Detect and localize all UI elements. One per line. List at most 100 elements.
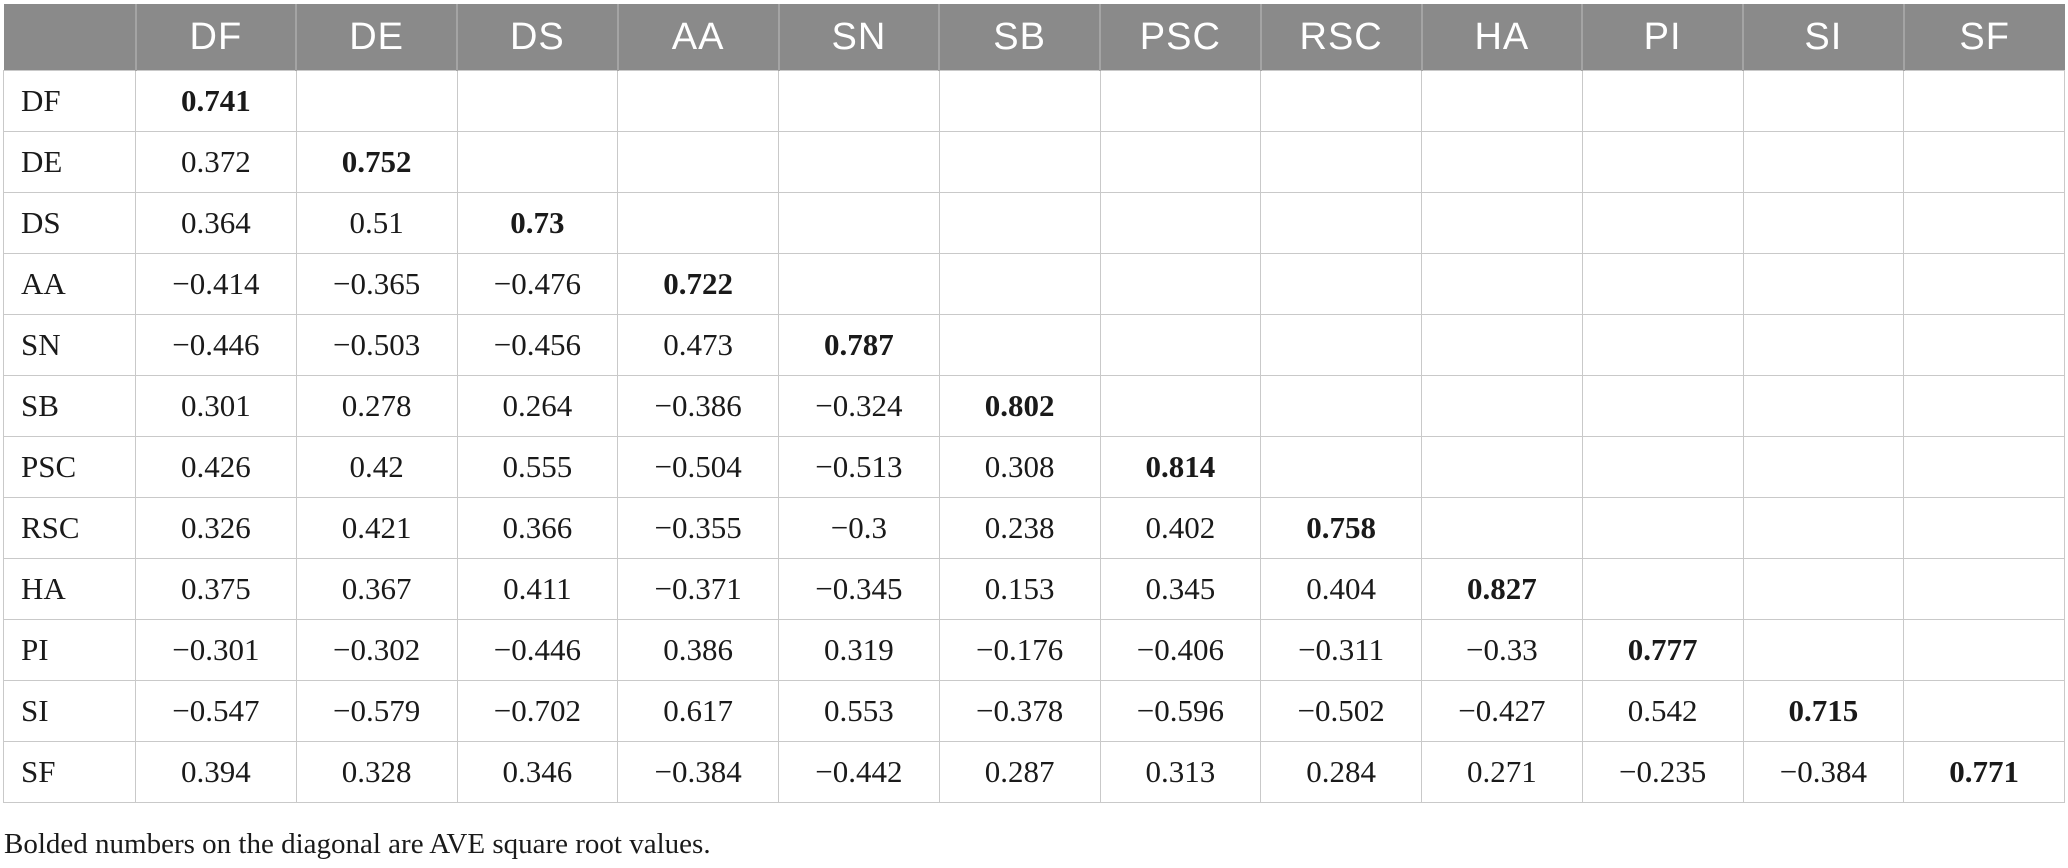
cell-PI-DF: −0.301 [135,619,297,681]
cell-DF-RSC [1260,70,1422,132]
cell-AA-DS: −0.476 [456,253,619,315]
column-header-PI: PI [1581,4,1743,71]
cell-PI-SB: −0.176 [938,619,1101,681]
cell-SB-PI [1581,375,1744,437]
row-label-SI: SI [3,680,136,742]
cell-SN-PI [1581,314,1744,376]
cell-RSC-SB: 0.238 [938,497,1101,559]
cell-SF-DE: 0.328 [295,741,458,803]
cell-SN-DS: −0.456 [456,314,619,376]
cell-AA-PI [1581,253,1744,315]
cell-PI-AA: 0.386 [617,619,779,681]
cell-DE-PI [1581,131,1744,193]
table-footnote: Bolded numbers on the diagonal are AVE s… [4,828,711,860]
correlation-table-container: DF DE DS AA SN SB PSC RSC HA PI SI SF DF 0.741 DE 0.37… [3,4,2065,803]
cell-SB-AA: −0.386 [617,375,779,437]
cell-HA-SF [1903,558,2065,620]
cell-SN-SF [1903,314,2065,376]
cell-SB-PSC [1099,375,1262,437]
cell-DS-AA [617,192,779,254]
cell-AA-AA: 0.722 [617,253,779,315]
cell-SI-PSC: −0.596 [1099,680,1262,742]
cell-SN-HA [1421,314,1583,376]
cell-DS-PSC [1099,192,1262,254]
column-header-SF: SF [1902,4,2065,71]
cell-SB-SI [1742,375,1905,437]
cell-DE-DE: 0.752 [295,131,458,193]
cell-SI-PI: 0.542 [1581,680,1744,742]
column-header-PSC: PSC [1099,4,1261,71]
cell-SB-SN: −0.324 [778,375,940,437]
row-label-PSC: PSC [3,436,136,498]
row-label-RSC: RSC [3,497,136,559]
cell-SN-DF: −0.446 [135,314,297,376]
cell-DE-SF [1903,131,2065,193]
cell-DE-SN [778,131,940,193]
table-row-SN: SN −0.446 −0.503 −0.456 0.473 0.787 [3,314,2065,376]
cell-DS-SI [1742,192,1905,254]
table-row-DE: DE 0.372 0.752 [3,131,2065,193]
cell-SN-SI [1742,314,1905,376]
cell-PI-SF [1903,619,2065,681]
cell-SI-SN: 0.553 [778,680,940,742]
cell-SN-SB [938,314,1101,376]
column-header-SN: SN [777,4,940,71]
cell-DS-HA [1421,192,1583,254]
cell-SI-DF: −0.547 [135,680,297,742]
cell-PI-SI [1742,619,1905,681]
header-row: DF DE DS AA SN SB PSC RSC HA PI SI SF [3,4,2065,71]
cell-DS-DE: 0.51 [295,192,458,254]
cell-PSC-SN: −0.513 [778,436,940,498]
table-row-AA: AA −0.414 −0.365 −0.476 0.722 [3,253,2065,315]
cell-DS-SB [938,192,1101,254]
cell-HA-RSC: 0.404 [1260,558,1422,620]
column-header-DF: DF [134,4,297,71]
cell-SN-RSC [1260,314,1422,376]
cell-DS-SF [1903,192,2065,254]
cell-SN-PSC [1099,314,1262,376]
cell-DE-DF: 0.372 [135,131,297,193]
cell-SB-DE: 0.278 [295,375,458,437]
cell-HA-PSC: 0.345 [1099,558,1262,620]
cell-AA-SI [1742,253,1905,315]
cell-SF-HA: 0.271 [1421,741,1583,803]
cell-SF-RSC: 0.284 [1260,741,1422,803]
cell-SF-PI: −0.235 [1581,741,1744,803]
cell-SB-SB: 0.802 [938,375,1101,437]
corner-header-cell [3,4,136,71]
row-label-DE: DE [3,131,136,193]
table-row-PI: PI −0.301 −0.302 −0.446 0.386 0.319 −0.176 −0.4… [3,619,2065,681]
cell-RSC-AA: −0.355 [617,497,779,559]
cell-SI-DS: −0.702 [456,680,619,742]
cell-DF-HA [1421,70,1583,132]
cell-DS-RSC [1260,192,1422,254]
table-row-HA: HA 0.375 0.367 0.411 −0.371 −0.345 0.153 0.345 0… [3,558,2065,620]
cell-SB-RSC [1260,375,1422,437]
cell-SF-AA: −0.384 [617,741,779,803]
cell-PSC-SB: 0.308 [938,436,1101,498]
column-header-HA: HA [1420,4,1583,71]
cell-PSC-DE: 0.42 [295,436,458,498]
cell-HA-DE: 0.367 [295,558,458,620]
cell-DF-SB [938,70,1101,132]
cell-SF-SF: 0.771 [1903,741,2065,803]
cell-DS-DF: 0.364 [135,192,297,254]
cell-DF-SF [1903,70,2065,132]
row-label-SF: SF [3,741,136,803]
correlation-table: DF DE DS AA SN SB PSC RSC HA PI SI SF DF 0.741 DE 0.37… [3,4,2065,803]
cell-SN-SN: 0.787 [778,314,940,376]
table-row-DS: DS 0.364 0.51 0.73 [3,192,2065,254]
cell-SI-DE: −0.579 [295,680,458,742]
table-row-SI: SI −0.547 −0.579 −0.702 0.617 0.553 −0.378 −0.5… [3,680,2065,742]
cell-SI-SB: −0.378 [938,680,1101,742]
cell-SF-SN: −0.442 [778,741,940,803]
cell-HA-DS: 0.411 [456,558,619,620]
cell-DE-RSC [1260,131,1422,193]
column-header-RSC: RSC [1259,4,1422,71]
cell-SI-RSC: −0.502 [1260,680,1422,742]
cell-DE-AA [617,131,779,193]
cell-SN-DE: −0.503 [295,314,458,376]
cell-RSC-DS: 0.366 [456,497,619,559]
cell-RSC-SN: −0.3 [778,497,940,559]
